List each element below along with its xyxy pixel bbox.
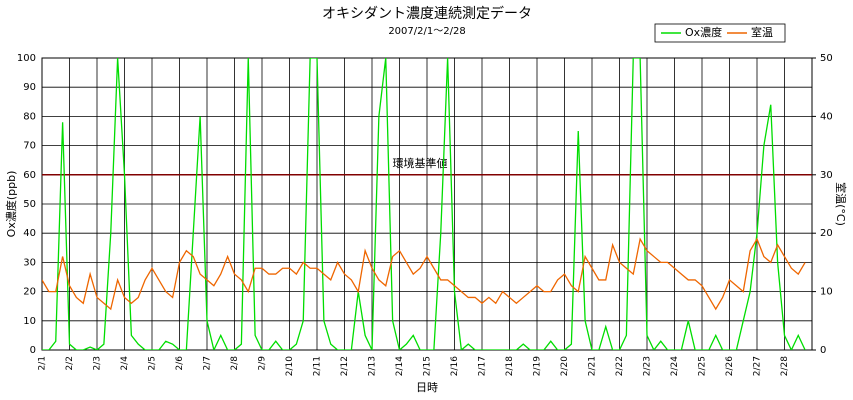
x-tick-label: 2/2 (65, 356, 75, 370)
x-tick-label: 2/18 (505, 356, 515, 376)
y-tick-label: 20 (23, 287, 36, 298)
y-tick-label: 80 (23, 111, 36, 122)
threshold-label: 環境基準値 (393, 156, 448, 170)
x-tick-label: 2/7 (203, 356, 213, 370)
y-tick-label: 50 (23, 199, 36, 210)
x-tick-label: 2/15 (423, 356, 433, 376)
x-tick-label: 2/14 (395, 356, 405, 376)
x-tick-label: 2/9 (258, 356, 268, 371)
x-tick-label: 2/23 (643, 356, 653, 376)
y2-axis-label: 室温(°C) (834, 182, 848, 226)
y-tick-label: 100 (17, 53, 36, 64)
y2-tick-label: 0 (820, 345, 826, 356)
x-tick-label: 2/11 (313, 356, 323, 376)
x-tick-label: 2/24 (670, 356, 680, 376)
x-tick-label: 2/10 (285, 356, 295, 376)
y2-tick-label: 50 (820, 53, 833, 64)
x-tick-label: 2/3 (93, 356, 103, 370)
legend-box (654, 23, 786, 43)
x-tick-label: 2/25 (698, 356, 708, 376)
y2-tick-label: 20 (820, 228, 833, 239)
y-tick-label: 30 (23, 257, 36, 268)
chart-subtitle: 2007/2/1～2/28 (388, 26, 465, 37)
y2-tick-label: 40 (820, 111, 833, 122)
x-tick-label: 2/13 (368, 356, 378, 376)
x-tick-label: 2/4 (120, 356, 130, 371)
x-tick-label: 2/28 (780, 356, 790, 376)
legend-label: Ox濃度 (685, 25, 722, 39)
data-line (42, 237, 806, 311)
y2-tick-label: 10 (820, 287, 833, 298)
x-axis-label: 日時 (416, 381, 438, 394)
legend-label: 室温 (751, 25, 773, 39)
y2-tick-label: 30 (820, 170, 833, 181)
x-tick-label: 2/16 (450, 356, 460, 376)
y-tick-label: 60 (23, 170, 36, 181)
chart-title: オキシダント濃度連続測定データ (322, 5, 532, 22)
x-tick-label: 2/26 (725, 356, 735, 376)
y-tick-label: 10 (23, 316, 36, 327)
x-tick-label: 2/1 (38, 356, 48, 370)
x-tick-label: 2/27 (753, 356, 763, 376)
y-tick-label: 70 (23, 141, 36, 152)
y-tick-label: 40 (23, 228, 36, 239)
x-tick-label: 2/20 (560, 356, 570, 376)
y-tick-label: 90 (23, 82, 36, 93)
data-line (42, 58, 806, 350)
x-tick-label: 2/8 (230, 356, 240, 371)
y-axis-label: Ox濃度(ppb) (4, 171, 18, 238)
x-tick-label: 2/17 (478, 356, 488, 376)
y-tick-label: 0 (30, 345, 36, 356)
x-tick-label: 2/19 (533, 356, 543, 376)
x-tick-label: 2/21 (588, 356, 598, 376)
x-tick-label: 2/12 (340, 356, 350, 376)
x-tick-label: 2/6 (175, 356, 185, 371)
x-tick-label: 2/5 (148, 356, 158, 370)
x-tick-label: 2/22 (615, 356, 625, 376)
